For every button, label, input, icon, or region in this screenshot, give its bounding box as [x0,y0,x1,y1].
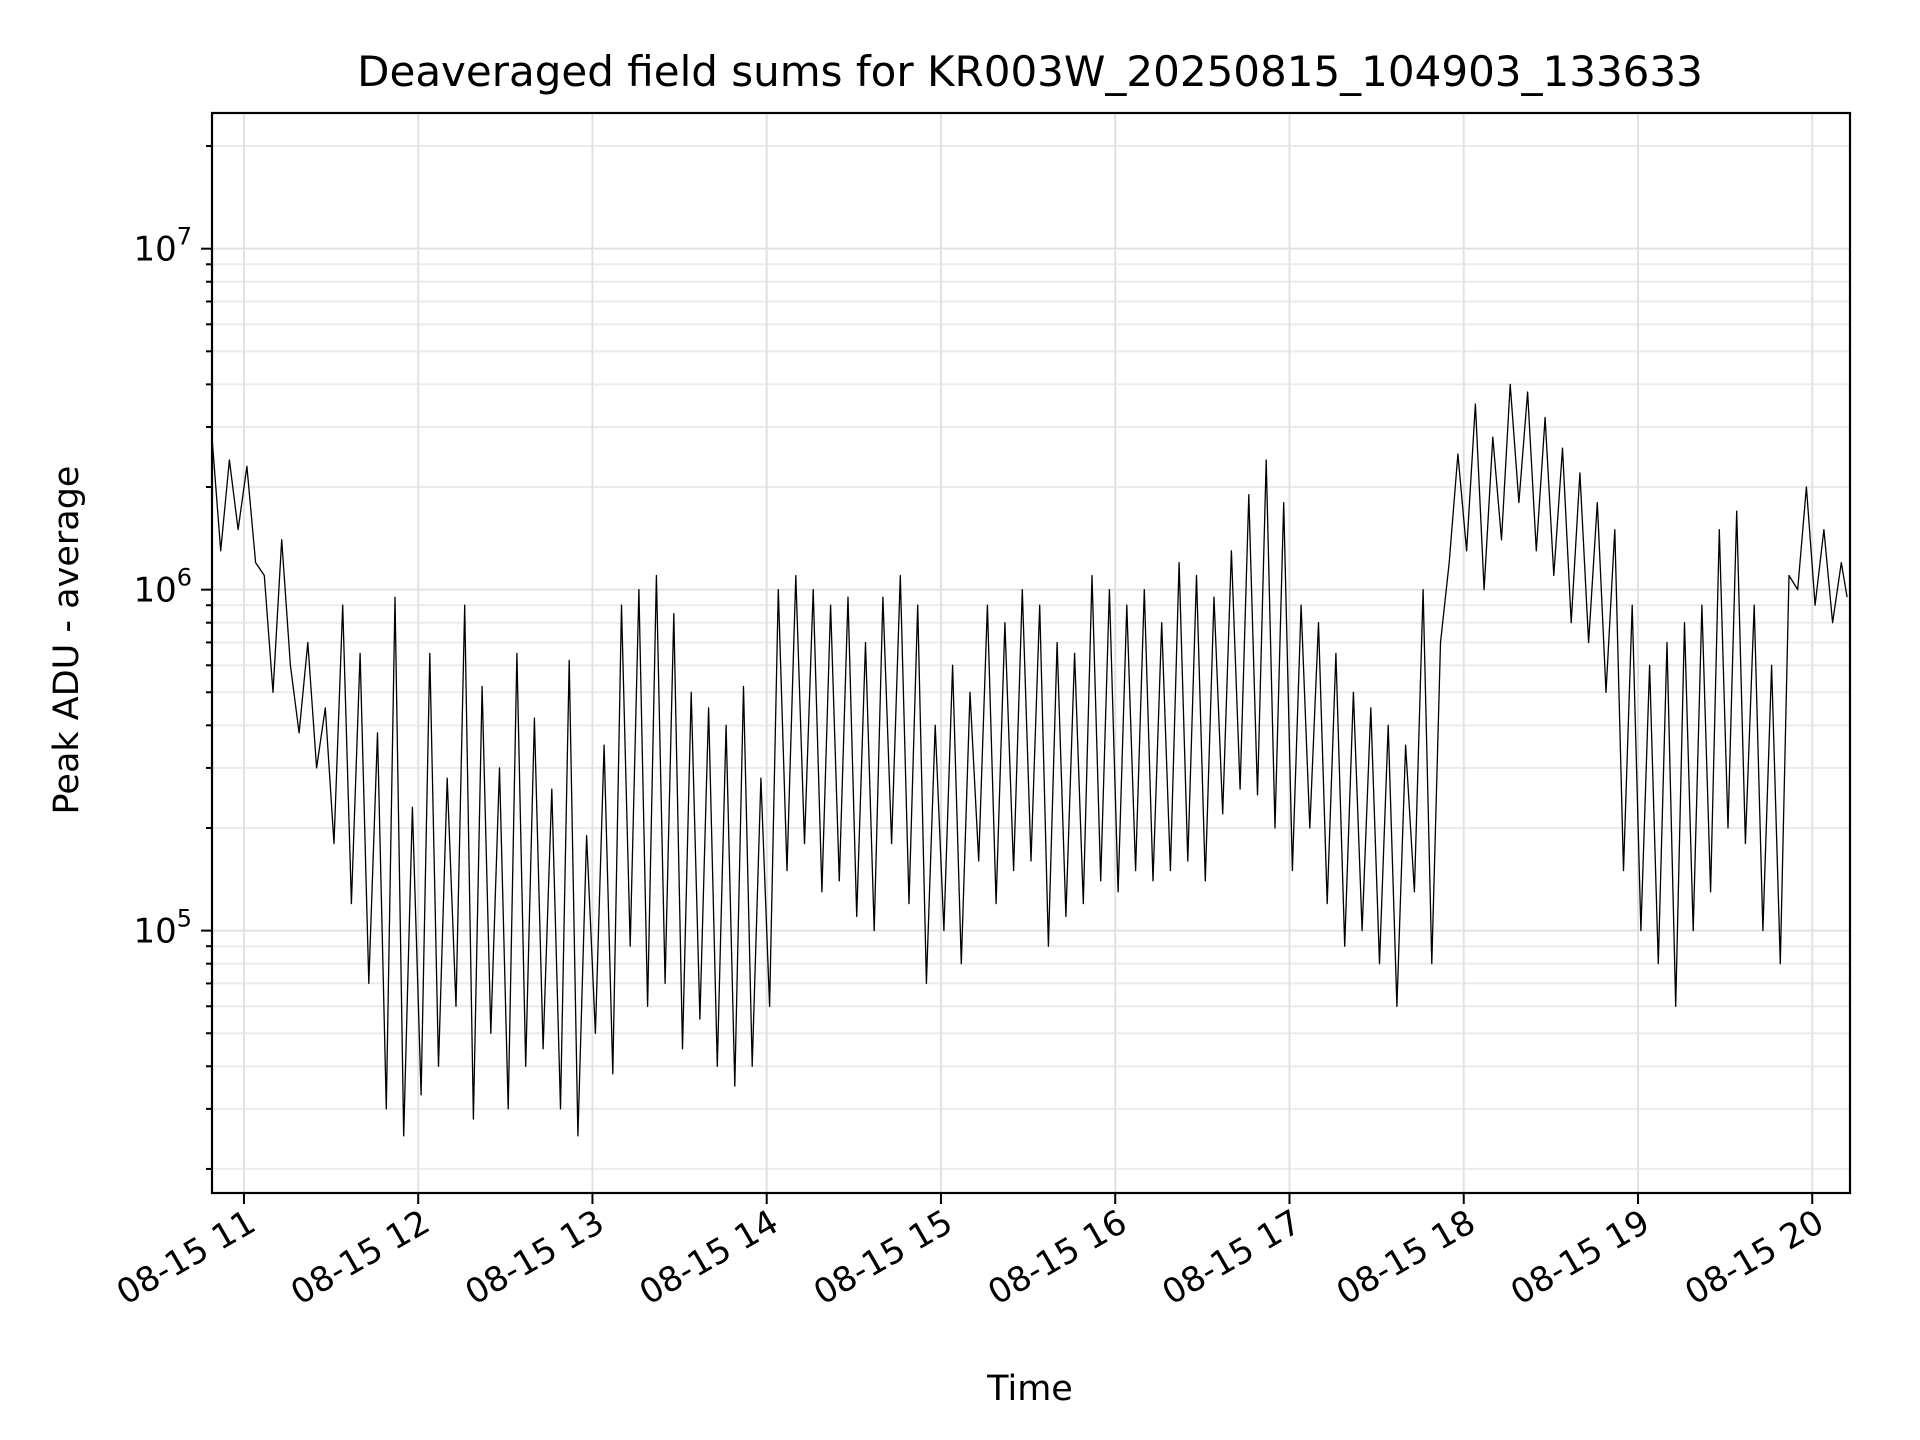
chart-title: Deaveraged field sums for KR003W_2025081… [357,47,1703,96]
major-gridlines [212,113,1850,1193]
y-tick-label: 106 [133,564,192,611]
y-tick-label: 105 [133,905,192,952]
y-tick-label: 107 [133,223,192,270]
y-axis: 105 106 107 [133,145,212,1170]
series-layer [211,383,1848,1137]
x-axis-label: Time [986,1369,1073,1409]
plot-frame [210,111,1852,1195]
y-axis-label: Peak ADU - average [47,466,87,815]
series-line [211,383,1848,1137]
